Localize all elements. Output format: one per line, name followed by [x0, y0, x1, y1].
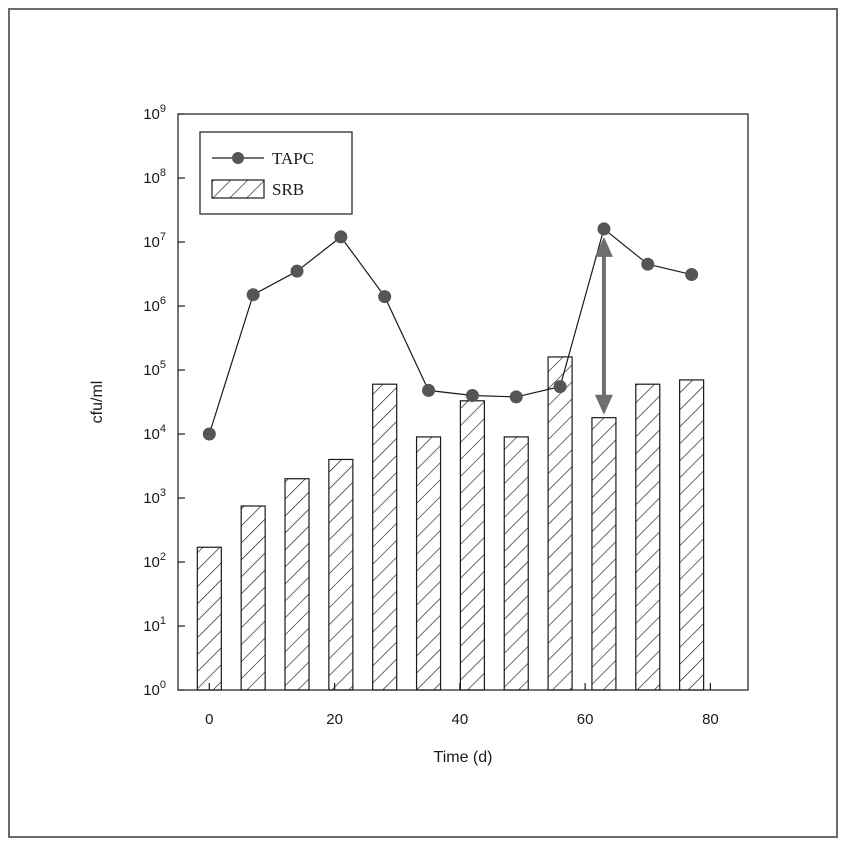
x-tick-label: 40: [452, 711, 469, 728]
tapc-point: [641, 257, 655, 271]
srb-bar: [459, 400, 485, 691]
y-axis-title: cfu/ml: [89, 381, 106, 424]
tapc-point: [290, 264, 304, 278]
tapc-point: [378, 290, 392, 304]
legend-srb-label: SRB: [272, 180, 304, 199]
tapc-point: [422, 383, 436, 397]
x-tick-label: 20: [326, 711, 343, 728]
y-tick-label: 102: [143, 551, 166, 571]
srb-bar: [679, 379, 705, 691]
x-tick-label: 60: [577, 711, 594, 728]
y-tick-label: 103: [143, 487, 166, 507]
y-tick-label: 109: [143, 103, 166, 123]
srb-bars: [196, 356, 705, 691]
y-tick-label: 105: [143, 359, 166, 379]
y-tick-label: 104: [143, 423, 166, 443]
tapc-point: [509, 390, 523, 404]
figure-frame: 0 20 40 60 80 100 101 102 103 104 105 106 107 108 109…: [8, 8, 838, 838]
legend-tapc-label: TAPC: [272, 149, 314, 168]
tapc-point: [685, 268, 699, 282]
x-axis-title: Time (d): [434, 749, 493, 766]
y-tick-label: 100: [143, 679, 166, 699]
srb-bar: [328, 458, 354, 691]
x-axis: 0 20 40 60 80: [205, 683, 719, 728]
srb-bar: [635, 383, 661, 691]
legend-srb-swatch: [211, 179, 265, 199]
legend: TAPC SRB: [199, 131, 353, 215]
difference-annotation: [594, 236, 613, 415]
tapc-point: [334, 230, 348, 244]
y-tick-label: 107: [143, 231, 166, 251]
tapc-point: [553, 380, 567, 394]
y-tick-label: 108: [143, 167, 166, 187]
srb-bar: [284, 478, 310, 691]
srb-bar: [547, 356, 573, 691]
arrow-head-down: [594, 394, 613, 415]
srb-bar: [196, 546, 222, 691]
tapc-point: [597, 222, 611, 236]
legend-tapc-marker: [232, 152, 244, 164]
tapc-series: [202, 222, 699, 441]
srb-bar: [372, 383, 398, 691]
y-tick-label: 106: [143, 295, 166, 315]
y-tick-label: 101: [143, 615, 166, 635]
tapc-point: [202, 427, 216, 441]
arrow-head-up: [594, 236, 613, 257]
tapc-point: [465, 388, 479, 402]
y-axis: 100 101 102 103 104 105 106 107 108 109: [143, 103, 185, 699]
tapc-line: [208, 227, 692, 435]
srb-bar: [240, 505, 266, 691]
tapc-point: [246, 288, 260, 302]
x-tick-label: 80: [702, 711, 719, 728]
x-tick-label: 0: [205, 711, 213, 728]
srb-bar: [415, 436, 442, 691]
srb-bar: [503, 436, 529, 691]
legend-box: [199, 131, 353, 215]
chart: 0 20 40 60 80 100 101 102 103 104 105 106 107 108 109…: [89, 103, 749, 766]
plot-area: [177, 113, 749, 691]
srb-bar: [591, 417, 617, 691]
